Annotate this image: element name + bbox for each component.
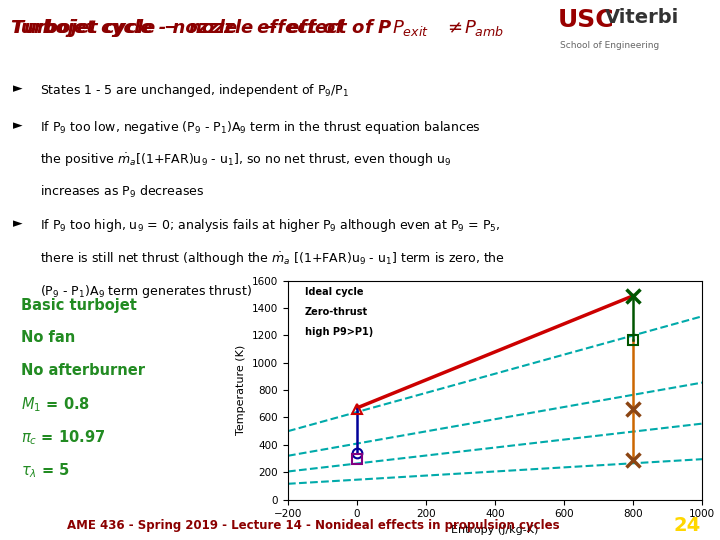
- Text: No fan: No fan: [21, 330, 75, 345]
- Text: $\tau_\lambda$ = 5: $\tau_\lambda$ = 5: [21, 461, 70, 480]
- Text: $M_1$ = 0.8: $M_1$ = 0.8: [21, 396, 89, 414]
- Text: No afterburner: No afterburner: [21, 363, 145, 378]
- Text: States 1 - 5 are unchanged, independent of P$_9$/P$_1$: States 1 - 5 are unchanged, independent …: [40, 82, 349, 99]
- Text: 24: 24: [674, 516, 701, 535]
- Text: ►: ►: [13, 119, 22, 132]
- Text: ►: ►: [13, 82, 22, 94]
- Text: Viterbi: Viterbi: [605, 8, 679, 27]
- Text: If P$_9$ too high, u$_9$ = 0; analysis fails at higher P$_9$ although even at P$: If P$_9$ too high, u$_9$ = 0; analysis f…: [40, 217, 500, 234]
- Text: increases as P$_9$ decreases: increases as P$_9$ decreases: [40, 184, 204, 200]
- Text: School of Engineering: School of Engineering: [560, 42, 660, 50]
- Text: Turbojet cycle - nozzle - effect of: Turbojet cycle - nozzle - effect of: [11, 19, 349, 37]
- Text: ►: ►: [13, 217, 22, 230]
- Text: $\pi_c$ = 10.97: $\pi_c$ = 10.97: [21, 428, 105, 447]
- Text: Basic turbojet: Basic turbojet: [21, 298, 136, 313]
- Y-axis label: Temperature (K): Temperature (K): [236, 345, 246, 435]
- Text: the positive $\dot{m}_a$[(1+FAR)u$_9$ - u$_1$], so no net thrust, even though u$: the positive $\dot{m}_a$[(1+FAR)u$_9$ - …: [40, 152, 451, 169]
- Text: AME 436 - Spring 2019 - Lecture 14 - Nonideal effects in propulsion cycles: AME 436 - Spring 2019 - Lecture 14 - Non…: [67, 518, 559, 532]
- Text: high P9>P1): high P9>P1): [305, 327, 373, 337]
- Text: $\bfit{Turbojet\ cycle\ -\ nozzle\ -\ effect\ of\ }$$\bfit{P}$: $\bfit{Turbojet\ cycle\ -\ nozzle\ -\ ef…: [11, 17, 392, 39]
- X-axis label: Entropy (J/kg-K): Entropy (J/kg-K): [451, 525, 539, 535]
- Text: (P$_9$ - P$_1$)A$_9$ term generates thrust): (P$_9$ - P$_1$)A$_9$ term generates thru…: [40, 283, 251, 300]
- Text: Ideal cycle: Ideal cycle: [305, 287, 363, 298]
- Text: $P_{amb}$: $P_{amb}$: [464, 18, 505, 38]
- Text: $P_{exit}$: $P_{exit}$: [392, 18, 428, 38]
- Text: If P$_9$ too low, negative (P$_9$ - P$_1$)A$_9$ term in the thrust equation bala: If P$_9$ too low, negative (P$_9$ - P$_1…: [40, 119, 480, 136]
- Text: $\neq$: $\neq$: [438, 19, 468, 37]
- Text: Zero-thrust: Zero-thrust: [305, 307, 368, 317]
- Text: USC: USC: [558, 8, 615, 32]
- Text: there is still net thrust (although the $\dot{m}_a$ [(1+FAR)u$_9$ - u$_1$] term : there is still net thrust (although the …: [40, 250, 505, 267]
